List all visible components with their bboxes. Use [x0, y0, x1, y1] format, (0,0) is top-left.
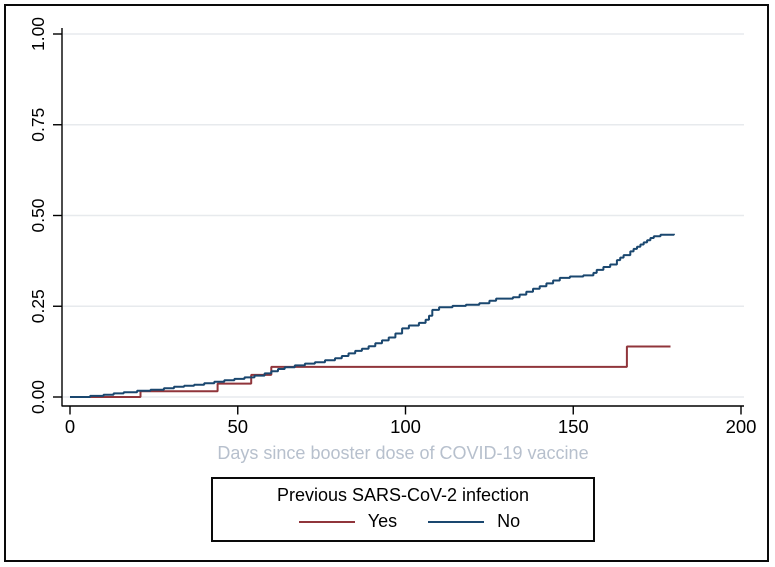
x-tick-label-50: 50 — [227, 416, 248, 437]
legend-label-no: No — [497, 511, 521, 531]
legend-entries: Yes No — [286, 511, 520, 532]
x-tick-label-0: 0 — [65, 416, 75, 437]
legend-label-yes: Yes — [367, 511, 398, 531]
y-tick-label-0.25: 0.25 — [28, 289, 48, 323]
legend-title: Previous SARS-CoV-2 infection — [276, 485, 530, 505]
y-tick-label-1.00: 1.00 — [28, 17, 48, 51]
x-tick-label-200: 200 — [726, 416, 757, 437]
x-tick-label-100: 100 — [390, 416, 421, 437]
y-tick-label-0.75: 0.75 — [28, 108, 48, 142]
survival-curve-yes — [70, 345, 671, 398]
y-tick-label-0.00: 0.00 — [28, 380, 48, 414]
figure-border — [4, 4, 769, 562]
survival-curve-no — [70, 233, 675, 398]
legend-line-no — [428, 520, 485, 523]
y-tick-label-0.50: 0.50 — [28, 198, 48, 232]
legend-line-yes — [298, 520, 355, 523]
legend: Previous SARS-CoV-2 infection Yes No — [211, 477, 595, 542]
x-axis-title: Days since booster dose of COVID-19 vacc… — [217, 443, 589, 463]
x-tick-label-150: 150 — [558, 416, 589, 437]
